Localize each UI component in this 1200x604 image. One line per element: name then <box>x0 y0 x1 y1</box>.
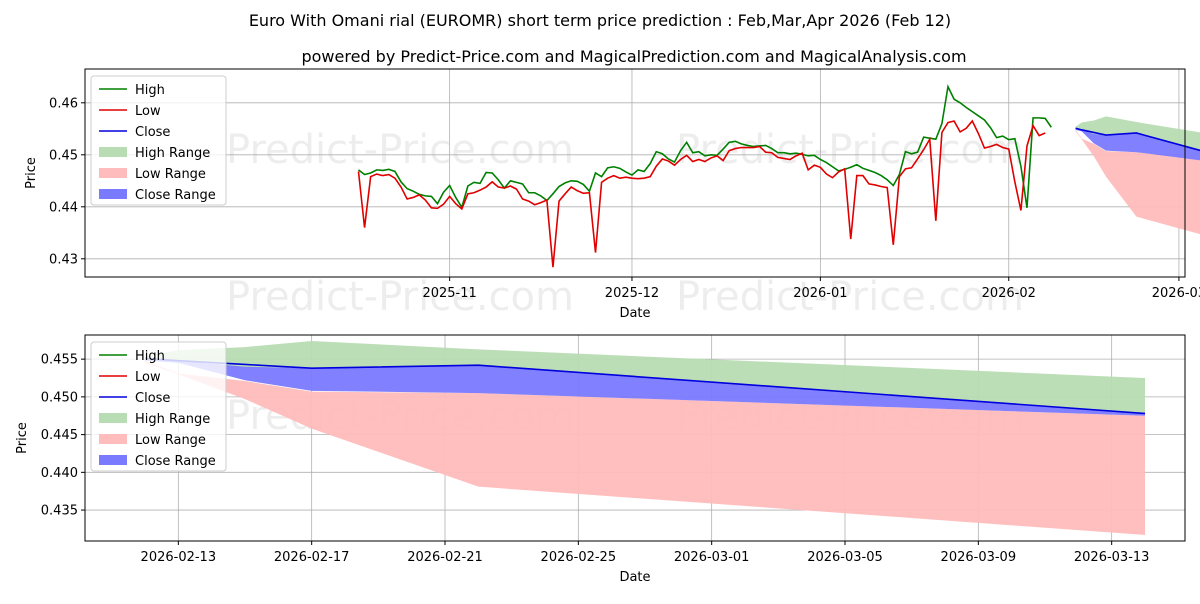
y-tick-label: 0.46 <box>49 96 78 111</box>
y-tick-label: 0.44 <box>49 200 78 215</box>
x-tick-label: 2026-01 <box>793 286 847 301</box>
x-tick-label: 2026-03-13 <box>1074 550 1150 565</box>
y-axis-label: Price <box>15 422 30 454</box>
legend-high-range-swatch <box>99 413 127 423</box>
x-axis-label: Date <box>619 570 650 585</box>
legend-high-range-swatch <box>99 147 127 157</box>
watermark-text: Predict-Price.com <box>226 274 574 320</box>
close-series-line <box>1075 127 1200 152</box>
legend-high-label: High <box>135 349 165 364</box>
x-tick-label: 2026-02-13 <box>141 550 217 565</box>
x-tick-label: 2026-02-21 <box>407 550 483 565</box>
y-tick-label: 0.440 <box>41 466 78 481</box>
x-tick-label: 2025-11 <box>422 286 476 301</box>
y-tick-label: 0.43 <box>49 252 78 267</box>
y-axis-label: Price <box>24 157 39 189</box>
y-tick-label: 0.445 <box>41 428 78 443</box>
low-series-line <box>357 119 1046 268</box>
x-tick-label: 2026-03-09 <box>941 550 1017 565</box>
legend: High Low Close High Range Low Range Close Ran… <box>90 341 227 472</box>
high-series-line <box>357 84 1052 210</box>
legend-low-label: Low <box>135 370 161 385</box>
low-range-area <box>145 360 1145 535</box>
legend-close-range-label: Close Range <box>135 188 216 203</box>
legend-low-range-label: Low Range <box>135 433 206 448</box>
chart-subtitle: powered by Predict-Price.com and Magical… <box>301 47 966 66</box>
history-panel: Predict-Price.com Predict-Price.com Predic… <box>24 68 1200 321</box>
x-tick-label: 2025-12 <box>605 286 659 301</box>
legend-close-label: Close <box>135 125 170 140</box>
legend-close-range-label: Close Range <box>135 454 216 469</box>
legend-close-range-swatch <box>99 189 127 199</box>
legend-high-label: High <box>135 83 165 98</box>
x-tick-label: 2026-02-25 <box>541 550 617 565</box>
x-tick-label: 2026-02-17 <box>274 550 350 565</box>
watermark-text: Predict-Price.com <box>676 127 1024 173</box>
legend-close-label: Close <box>135 391 170 406</box>
x-tick-label: 2026-03-01 <box>674 550 750 565</box>
legend-low-range-swatch <box>99 168 127 178</box>
y-tick-label: 0.450 <box>41 390 78 405</box>
y-tick-label: 0.435 <box>41 504 78 519</box>
legend-low-label: Low <box>135 104 161 119</box>
legend-high-range-label: High Range <box>135 412 210 427</box>
axes-frame <box>84 68 1186 278</box>
forecast-panel: Predict-Price.comPredict-Price.com2026-0… <box>15 334 1186 585</box>
legend: High Low Close High Range Low Range Close Ran… <box>90 75 227 206</box>
watermark-text: Predict-Price.com <box>676 274 1024 320</box>
axes-frame <box>84 334 1186 542</box>
x-tick-label: 2026-02 <box>982 286 1036 301</box>
low-range-area <box>1075 129 1200 235</box>
legend-low-range-swatch <box>99 434 127 444</box>
chart-title: Euro With Omani rial (EUROMR) short term… <box>249 11 951 30</box>
legend-high-range-label: High Range <box>135 146 210 161</box>
x-tick-label: 2026-03 <box>1152 286 1200 301</box>
legend-low-range-label: Low Range <box>135 167 206 182</box>
x-axis-label: Date <box>619 306 650 321</box>
y-tick-label: 0.455 <box>41 353 78 368</box>
x-tick-label: 2026-03-05 <box>807 550 883 565</box>
legend-close-range-swatch <box>99 455 127 465</box>
close-range-area <box>145 358 1145 416</box>
high-range-area <box>145 341 1145 414</box>
close-range-area <box>1075 128 1200 161</box>
watermark-text: Predict-Price.com <box>226 127 574 173</box>
y-tick-label: 0.45 <box>49 148 78 163</box>
